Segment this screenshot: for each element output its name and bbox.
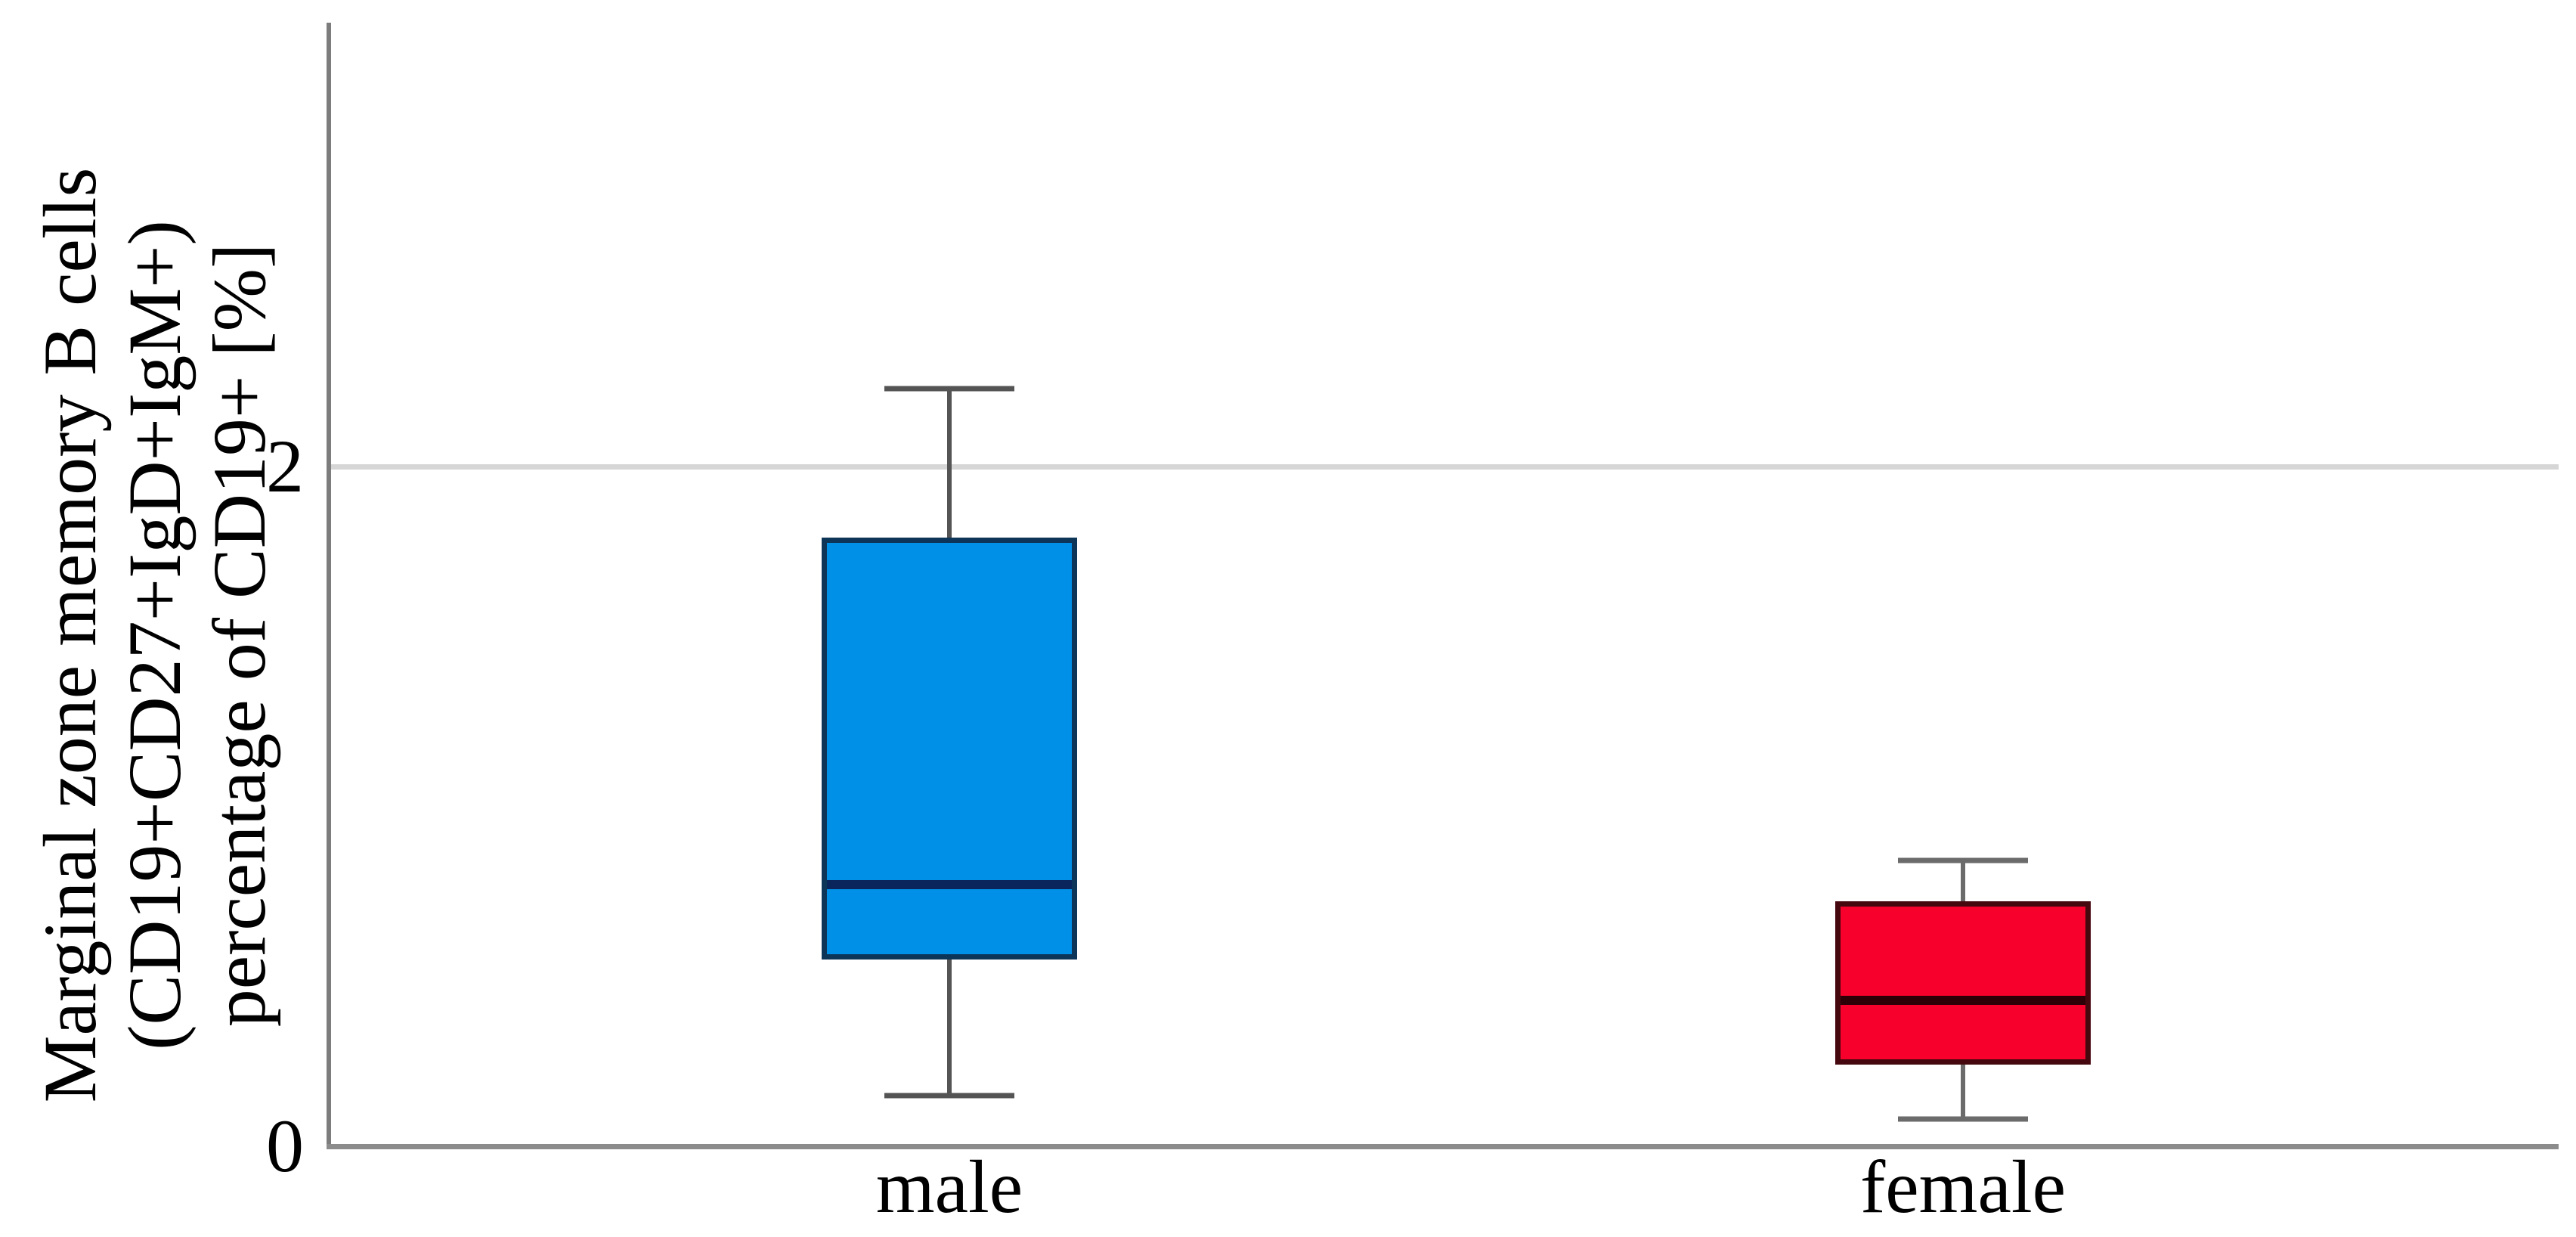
y-tick-label-0: 0 bbox=[266, 1104, 304, 1188]
y-tick-label-2: 2 bbox=[266, 424, 304, 508]
y-axis-title-line-2: (CD19+CD27+IgD+IgM+) bbox=[113, 220, 197, 1050]
box-male bbox=[822, 538, 1077, 960]
y-axis-title: Marginal zone memory B cells (CD19+CD27+… bbox=[28, 30, 282, 1237]
lower-whisker-male bbox=[947, 959, 952, 1096]
y-axis-title-line-3: percentage of CD19+ [%] bbox=[197, 243, 281, 1028]
y-axis-line bbox=[327, 23, 331, 1149]
upper-whisker-male bbox=[947, 388, 952, 538]
upper-whisker-female bbox=[1961, 860, 1965, 902]
upper-whisker-cap-male bbox=[884, 386, 1014, 392]
upper-whisker-cap-female bbox=[1898, 857, 2028, 863]
y-axis-title-line-1: Marginal zone memory B cells bbox=[28, 167, 112, 1103]
box-female bbox=[1835, 901, 2091, 1065]
median-line-male bbox=[827, 879, 1072, 889]
x-axis-line bbox=[327, 1144, 2559, 1149]
lower-whisker-cap-male bbox=[884, 1093, 1014, 1099]
lower-whisker-female bbox=[1961, 1065, 1965, 1120]
median-line-female bbox=[1841, 995, 2085, 1005]
lower-whisker-cap-female bbox=[1898, 1116, 2028, 1122]
x-tick-label-female: female bbox=[1859, 1145, 2067, 1229]
gridline-y2 bbox=[329, 464, 2559, 470]
x-tick-label-male: male bbox=[875, 1145, 1023, 1229]
